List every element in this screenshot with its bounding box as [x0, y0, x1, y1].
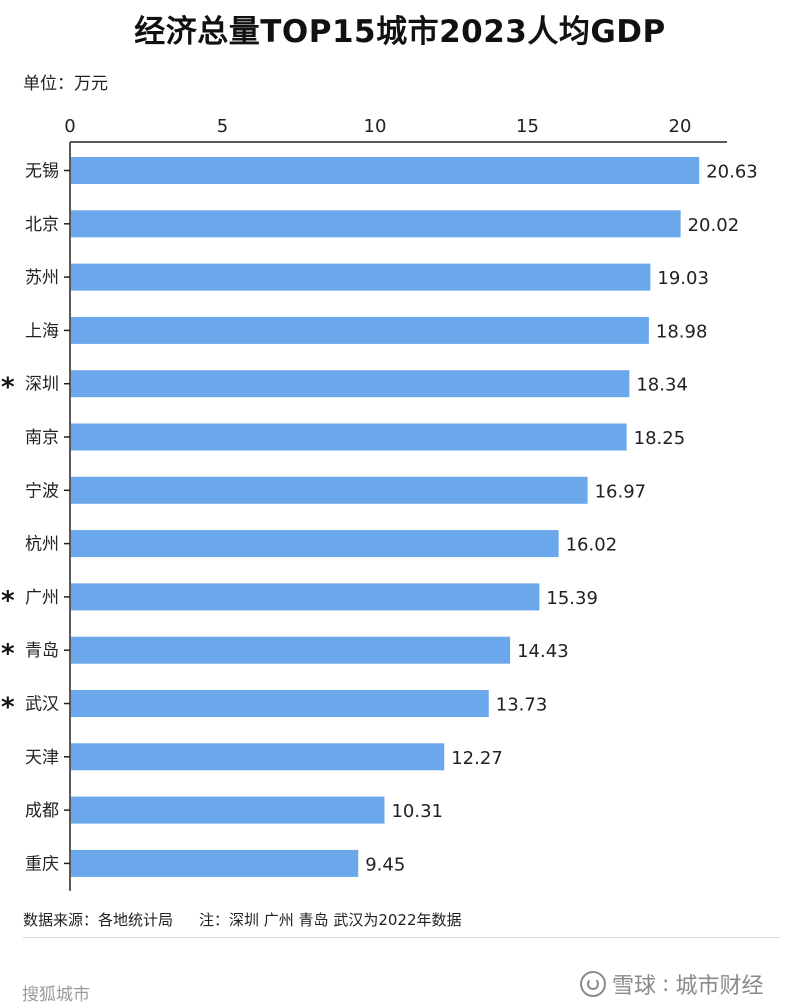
asterisk-marker: *	[1, 586, 15, 616]
x-tick-label: 10	[364, 116, 387, 137]
watermark-brand: 雪球	[612, 974, 657, 999]
data-label: 18.25	[634, 428, 686, 449]
xueqiu-logo-icon	[580, 971, 606, 997]
unit-label: 单位：万元	[23, 74, 108, 94]
category-label: 广州	[25, 588, 59, 608]
category-label: 无锡	[25, 162, 59, 182]
x-tick-label: 5	[217, 116, 228, 137]
data-label: 18.34	[636, 375, 688, 396]
data-label: 18.98	[656, 321, 708, 342]
category-label: 天津	[25, 748, 59, 768]
category-label: 深圳	[25, 375, 59, 395]
category-label: 杭州	[25, 535, 59, 555]
bar	[71, 370, 630, 398]
category-label: 北京	[25, 215, 59, 235]
bar-chart: 0 5 10 15 20 无锡 20.63 北京 20.02 苏州 19.03 上海 18.98 深圳 * 1…	[1, 116, 758, 891]
data-label: 14.43	[517, 641, 569, 662]
data-label: 9.45	[365, 854, 405, 875]
x-tick-label: 15	[516, 116, 539, 137]
bar	[71, 316, 649, 344]
data-label: 10.31	[391, 801, 443, 822]
x-tick-label: 0	[64, 116, 75, 137]
watermark-separator: :	[662, 971, 670, 997]
bar	[71, 583, 540, 611]
note-text: 注：深圳 广州 青岛 武汉为2022年数据	[199, 911, 462, 929]
data-label: 20.63	[706, 162, 758, 183]
category-label: 青岛	[25, 641, 59, 661]
data-label: 16.97	[595, 481, 647, 502]
category-label: 武汉	[25, 695, 59, 715]
data-label: 15.39	[546, 588, 598, 609]
data-label: 20.02	[688, 215, 740, 236]
bar	[71, 796, 385, 824]
data-label: 16.02	[566, 535, 618, 556]
data-label: 19.03	[657, 268, 709, 289]
asterisk-marker: *	[1, 693, 15, 723]
asterisk-marker: *	[1, 639, 15, 669]
footnote: 数据来源：各地统计局 注：深圳 广州 青岛 武汉为2022年数据	[23, 909, 462, 930]
bar	[71, 210, 681, 238]
source-text: 数据来源：各地统计局	[23, 911, 174, 929]
bar	[71, 263, 651, 291]
watermark-author: 城市财经	[675, 974, 764, 999]
bar	[71, 423, 627, 451]
category-label: 重庆	[25, 854, 59, 874]
chart-title: 经济总量TOP15城市2023人均GDP	[134, 14, 666, 50]
category-label: 成都	[25, 801, 59, 821]
category-label: 上海	[25, 321, 59, 341]
data-label: 12.27	[451, 748, 503, 769]
bar	[71, 157, 700, 184]
sohu-watermark: 搜狐城市	[22, 985, 90, 1005]
category-label: 苏州	[25, 268, 59, 288]
asterisk-marker: *	[1, 373, 15, 403]
bar	[71, 690, 489, 717]
x-tick-label: 20	[669, 116, 692, 137]
xueqiu-watermark: 雪球 : 城市财经	[580, 968, 763, 1000]
bar	[71, 476, 588, 504]
data-label: 13.73	[496, 695, 548, 716]
divider	[23, 937, 780, 938]
bar	[71, 636, 511, 664]
bar	[71, 743, 445, 771]
category-label: 南京	[25, 428, 59, 448]
bar	[71, 530, 559, 558]
category-label: 宁波	[25, 481, 59, 501]
bar	[71, 849, 359, 877]
